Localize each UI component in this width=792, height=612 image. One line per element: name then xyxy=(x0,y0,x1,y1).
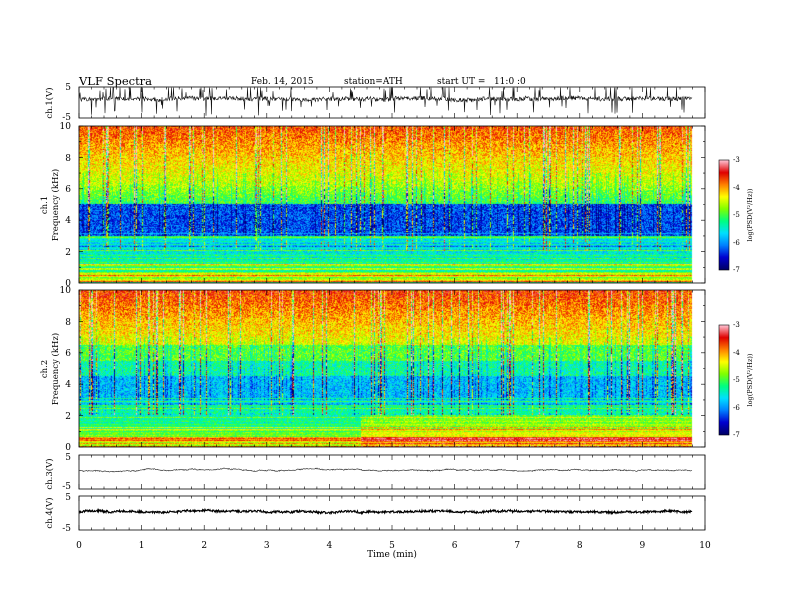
ch1-freq-tick-6: 6 xyxy=(65,185,71,195)
ch1-colorbar-image xyxy=(719,160,729,270)
ch1-spectrogram-panel: 0 2 4 6 8 10 ch.1 Frequency (kHz) -3 -4 … xyxy=(40,122,754,289)
ch3-ytick-top: 5 xyxy=(65,453,71,463)
panel-4-time-ticks xyxy=(78,455,706,489)
ch1-waveform-panel: 5 -5 ch.1(V) xyxy=(44,83,706,123)
ch2-spectrogram-ticks xyxy=(78,289,706,448)
time-tick-9: 9 xyxy=(640,541,646,551)
ch2-freq-tick-8: 8 xyxy=(65,318,71,328)
ch2-colorbar-label: log(PSD(V²/Hz)) xyxy=(746,353,754,406)
ch4-ytick-bottom: -5 xyxy=(62,524,71,534)
ch2-freq-tick-10: 10 xyxy=(60,286,72,296)
ch2-cb-tick-m3: -3 xyxy=(733,321,740,329)
ch2-colorbar-image xyxy=(719,325,729,435)
time-tick-5: 5 xyxy=(389,541,395,551)
ch1-cb-tick-m7: -7 xyxy=(733,266,740,274)
time-tick-8: 8 xyxy=(577,541,583,551)
panel-3-freq-ticks xyxy=(79,289,705,448)
ch1-spectrogram-image xyxy=(79,126,705,283)
ch1-frequency-axis-label: Frequency (kHz) xyxy=(50,169,61,241)
time-tick-1: 1 xyxy=(139,541,145,551)
ch4-waveform-ylabel: ch.4(V) xyxy=(44,497,55,528)
panel-2-freq-ticks xyxy=(79,125,705,284)
time-tick-10: 10 xyxy=(699,541,711,551)
ch2-frequency-axis-label: Frequency (kHz) xyxy=(50,333,61,405)
panel-2-time-ticks xyxy=(78,126,706,283)
time-tick-0: 0 xyxy=(76,541,82,551)
time-tick-3: 3 xyxy=(264,541,270,551)
ch1-spectrogram-ylabel: ch.1 xyxy=(40,196,50,214)
ch1-freq-tick-2: 2 xyxy=(65,248,71,258)
ch2-freq-tick-0: 0 xyxy=(65,443,71,453)
ch4-waveform-line xyxy=(78,507,693,516)
ch1-freq-tick-8: 8 xyxy=(65,154,71,164)
ch3-waveform-line xyxy=(78,467,693,473)
ch1-waveform-line xyxy=(78,87,693,116)
ch1-waveform-ylabel: ch.1(V) xyxy=(44,87,55,118)
ch1-spectrogram-ticks xyxy=(78,125,706,284)
time-tick-2: 2 xyxy=(201,541,207,551)
ch1-ytick-top: 5 xyxy=(65,83,71,93)
ch4-waveform-ticks xyxy=(78,496,706,530)
ch1-cb-tick-m3: -3 xyxy=(733,156,740,164)
ch2-spectrogram-image xyxy=(79,290,705,447)
time-tick-7: 7 xyxy=(514,541,520,551)
ch1-cb-tick-m4: -4 xyxy=(733,184,740,192)
header-station: station=ATH xyxy=(344,77,403,87)
panel-5-time-ticks xyxy=(78,496,706,530)
time-tick-4: 4 xyxy=(327,541,333,551)
ch1-freq-tick-4: 4 xyxy=(65,216,71,226)
ch2-cb-tick-m6: -6 xyxy=(733,404,740,412)
ch3-waveform-ticks xyxy=(78,455,706,489)
figure-title: VLF Spectra xyxy=(78,74,152,88)
ch2-spectrogram-yticklabels: 0 2 4 6 8 10 xyxy=(60,286,72,453)
ch2-cb-tick-m7: -7 xyxy=(733,431,740,439)
ch4-waveform-panel: 5 -5 ch.4(V) xyxy=(44,493,706,534)
ch2-freq-tick-4: 4 xyxy=(65,380,71,390)
time-axis-label: Time (min) xyxy=(367,549,417,560)
header-date: Feb. 14, 2015 xyxy=(251,77,314,87)
ch1-ytick-bottom: -5 xyxy=(62,113,71,123)
panel-1-time-ticks xyxy=(78,87,706,118)
header-start-time: start UT = 11:0 :0 xyxy=(437,77,526,87)
ch2-colorbar-frame xyxy=(718,324,730,436)
ch1-colorbar-label: log(PSD(V²/Hz)) xyxy=(746,188,754,241)
ch2-spectrogram-ylabel: ch.2 xyxy=(40,360,50,378)
ch3-waveform-frame xyxy=(78,454,706,490)
panel-3-time-ticks xyxy=(78,290,706,447)
ch2-freq-tick-6: 6 xyxy=(65,349,71,359)
ch3-waveform-ylabel: ch.3(V) xyxy=(44,458,55,489)
ch2-cb-tick-m4: -4 xyxy=(733,349,740,357)
time-axis-ticklabels: 0 1 2 3 4 5 6 7 8 9 10 xyxy=(76,541,711,551)
ch2-freq-tick-2: 2 xyxy=(65,412,71,422)
ch1-cb-tick-m5: -5 xyxy=(733,211,740,219)
ch2-spectrogram-panel: 0 2 4 6 8 10 ch.2 Frequency (kHz) -3 -4 … xyxy=(40,286,754,453)
ch3-ytick-bottom: -5 xyxy=(62,482,71,492)
ch1-freq-tick-0: 0 xyxy=(65,279,71,289)
ch4-ytick-top: 5 xyxy=(65,493,71,503)
ch3-waveform-panel: 5 -5 ch.3(V) xyxy=(44,453,706,492)
ch1-waveform-ticks xyxy=(78,87,706,118)
ch1-cb-tick-m6: -6 xyxy=(733,239,740,247)
ch1-spectrogram-yticklabels: 0 2 4 6 8 10 xyxy=(60,122,72,289)
ch1-colorbar-frame xyxy=(718,159,730,271)
ch1-freq-tick-10: 10 xyxy=(60,122,72,132)
time-tick-6: 6 xyxy=(452,541,458,551)
ch2-cb-tick-m5: -5 xyxy=(733,376,740,384)
